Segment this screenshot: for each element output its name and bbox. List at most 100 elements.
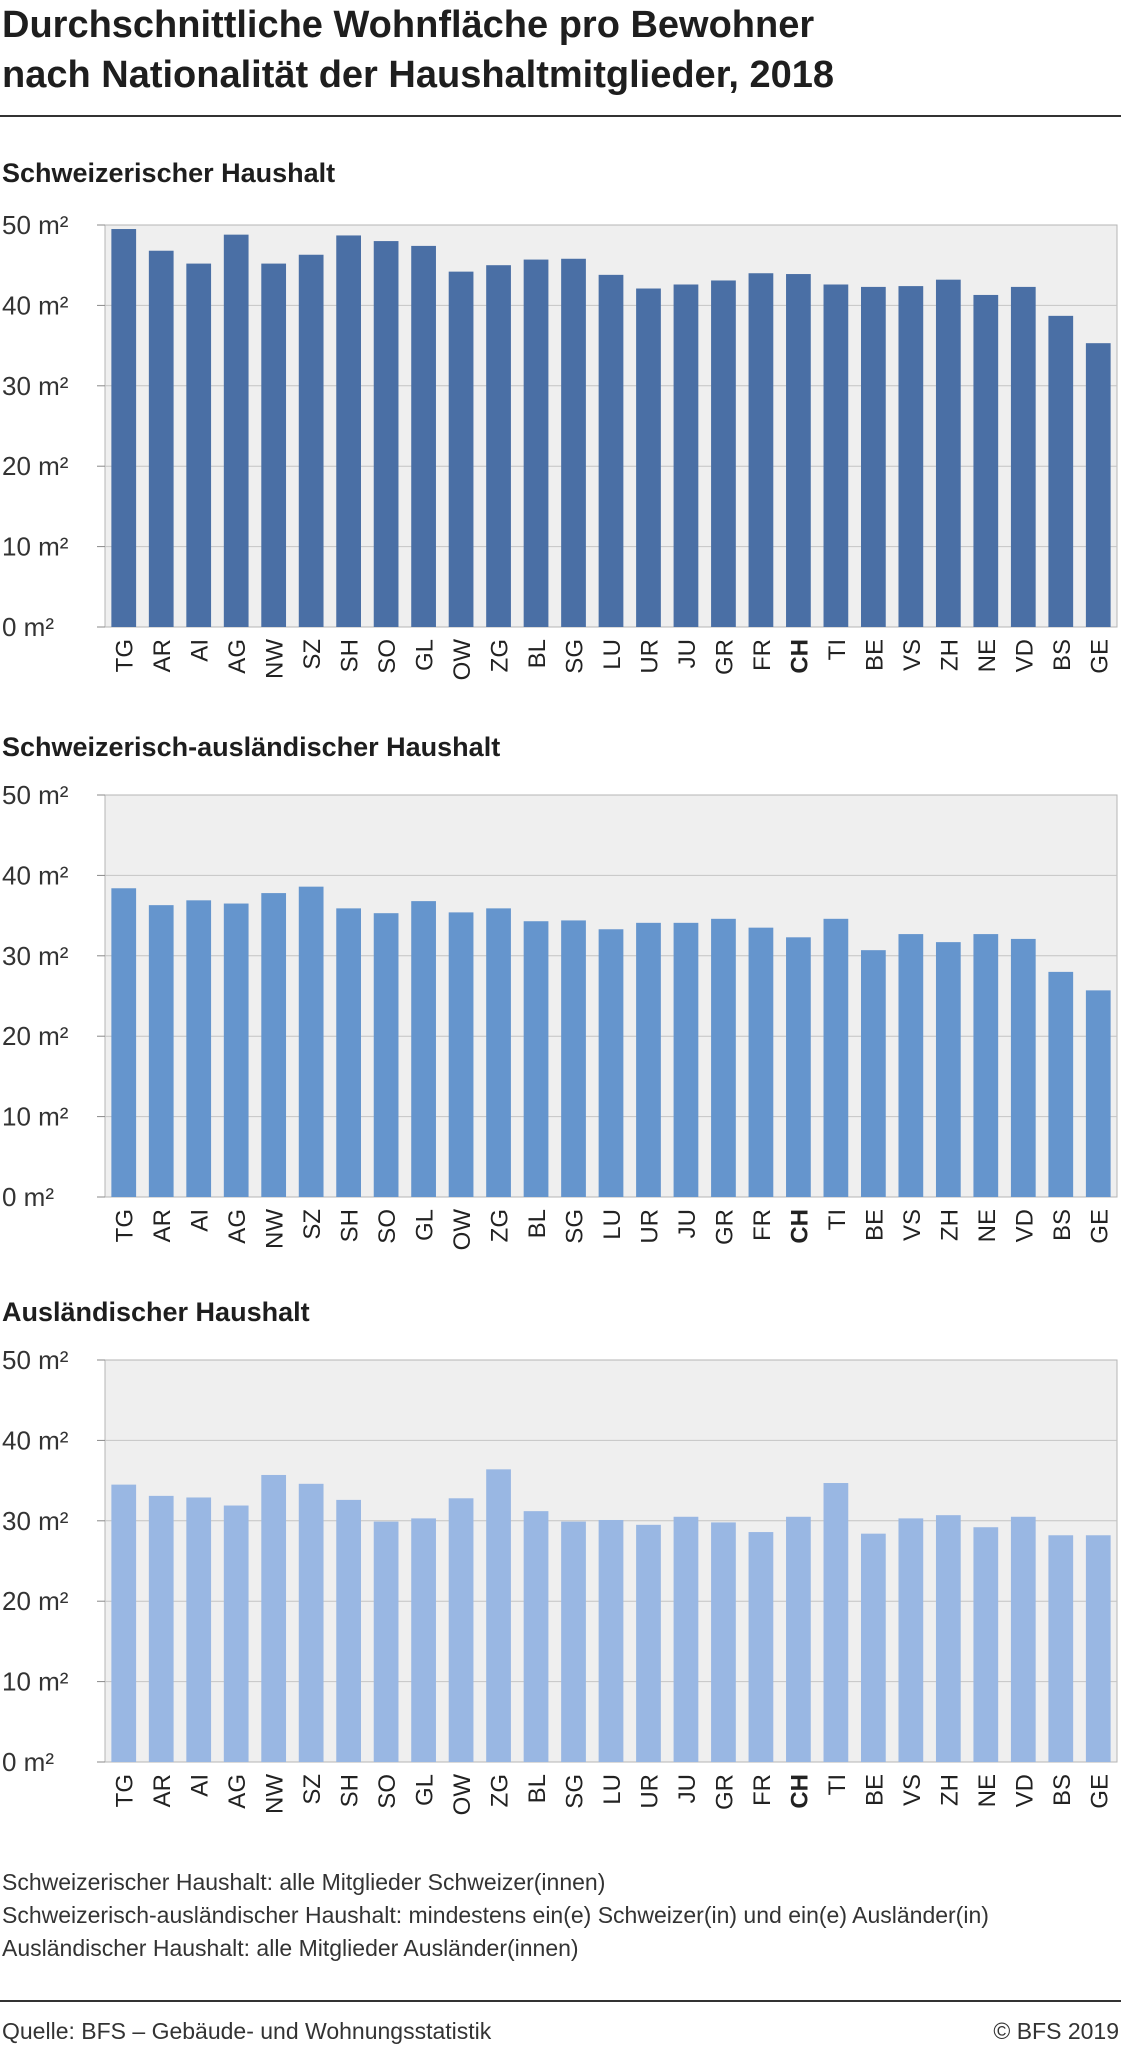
x-tick-label-ge: GE	[1086, 639, 1113, 674]
x-tick-label-gl: GL	[412, 1209, 439, 1241]
bar-vs	[898, 934, 924, 1197]
bar-nw	[261, 1474, 287, 1762]
bar-gl	[411, 901, 436, 1197]
chart-title-line-1: Durchschnittliche Wohnfläche pro Bewohne…	[2, 4, 815, 46]
x-tick-label-fr: FR	[749, 1774, 776, 1806]
y-tick-label: 50 m²	[2, 210, 69, 240]
y-tick-label: 30 m²	[2, 1506, 69, 1536]
bar-ur	[636, 1524, 661, 1762]
x-tick-label-zg: ZG	[487, 1774, 514, 1807]
bar-sz	[298, 254, 324, 628]
bar-bl	[523, 259, 549, 627]
bar-zh	[935, 1515, 961, 1762]
x-tick-label-ge: GE	[1086, 1774, 1113, 1809]
bar-ju	[673, 922, 699, 1197]
x-tick-label-vs: VS	[899, 1209, 926, 1241]
x-tick-label-vs: VS	[899, 1774, 926, 1806]
bar-ju	[673, 1516, 699, 1762]
footnote-1: Schweizerischer Haushalt: alle Mitgliede…	[2, 1869, 606, 1895]
bar-fr	[748, 1532, 774, 1762]
x-tick-label-ch: CH	[786, 1209, 813, 1244]
bar-so	[373, 913, 399, 1197]
y-tick-label: 30 m²	[2, 941, 69, 971]
bar-zh	[935, 942, 961, 1197]
x-tick-label-be: BE	[861, 1774, 888, 1806]
x-tick-label-lu: LU	[599, 1774, 626, 1805]
x-tick-label-ai: AI	[187, 1209, 214, 1232]
x-tick-label-ur: UR	[636, 1774, 663, 1809]
bar-ow	[448, 912, 474, 1197]
bar-tg	[111, 888, 137, 1197]
bar-sz	[298, 1483, 324, 1762]
bar-ne	[973, 1527, 999, 1762]
x-tick-label-ju: JU	[674, 639, 701, 668]
x-tick-label-ag: AG	[224, 1774, 251, 1809]
x-tick-label-nw: NW	[262, 1774, 289, 1814]
panel-title-1: Schweizerischer Haushalt	[2, 158, 336, 188]
bar-so	[373, 1521, 399, 1762]
bar-nw	[261, 893, 287, 1197]
x-tick-label-tg: TG	[112, 1774, 139, 1807]
x-tick-label-gl: GL	[412, 639, 439, 671]
copyright-note: © BFS 2019	[993, 2018, 1119, 2044]
bar-fr	[748, 273, 774, 627]
x-tick-label-be: BE	[861, 1209, 888, 1241]
bar-sh	[336, 235, 361, 627]
x-tick-label-sg: SG	[562, 1209, 589, 1244]
x-tick-label-zh: ZH	[936, 1209, 963, 1241]
bar-gl	[411, 1518, 436, 1762]
bar-nw	[261, 263, 287, 627]
bar-ch	[786, 274, 811, 627]
x-tick-label-bs: BS	[1049, 1774, 1076, 1806]
x-tick-label-ne: NE	[974, 1209, 1001, 1242]
bar-ow	[448, 1498, 474, 1762]
x-tick-label-sg: SG	[562, 639, 589, 674]
bar-ge	[1085, 990, 1111, 1197]
x-tick-label-bl: BL	[524, 1774, 551, 1803]
x-tick-label-tg: TG	[112, 639, 139, 672]
x-tick-label-bs: BS	[1049, 639, 1076, 671]
bar-tg	[111, 229, 137, 627]
x-tick-label-sz: SZ	[299, 1209, 326, 1240]
bar-bl	[523, 1511, 549, 1762]
x-tick-label-ow: OW	[449, 1774, 476, 1816]
x-tick-label-ai: AI	[187, 1774, 214, 1797]
x-tick-label-sh: SH	[337, 1774, 364, 1807]
x-tick-label-ti: TI	[824, 1774, 851, 1795]
x-tick-label-ju: JU	[674, 1209, 701, 1238]
x-tick-label-ch: CH	[786, 639, 813, 674]
footnote-3: Ausländischer Haushalt: alle Mitglieder …	[2, 1935, 579, 1961]
bar-fr	[748, 927, 774, 1197]
y-tick-label: 40 m²	[2, 860, 69, 890]
x-tick-label-nw: NW	[262, 639, 289, 679]
x-tick-label-zh: ZH	[936, 1774, 963, 1806]
bar-sh	[336, 908, 361, 1197]
x-tick-label-gr: GR	[711, 1209, 738, 1245]
x-tick-label-ar: AR	[149, 1209, 176, 1242]
bar-ag	[223, 234, 249, 627]
bar-ti	[823, 1483, 849, 1762]
source-note: Quelle: BFS – Gebäude- und Wohnungsstati…	[2, 2018, 492, 2044]
bar-so	[373, 241, 399, 627]
y-tick-label: 10 m²	[2, 532, 69, 562]
y-tick-label: 30 m²	[2, 371, 69, 401]
title-divider	[0, 115, 1121, 117]
bar-ar	[148, 1495, 174, 1762]
x-tick-label-ge: GE	[1086, 1209, 1113, 1244]
y-tick-label: 50 m²	[2, 780, 69, 810]
x-tick-label-vd: VD	[1011, 1209, 1038, 1242]
bar-ai	[186, 263, 212, 627]
x-tick-label-gr: GR	[711, 1774, 738, 1810]
y-tick-label: 10 m²	[2, 1667, 69, 1697]
x-tick-label-ow: OW	[449, 1209, 476, 1251]
bar-ur	[636, 288, 661, 627]
y-tick-label: 0 m²	[2, 1182, 54, 1212]
x-tick-label-ai: AI	[187, 639, 214, 662]
bar-zh	[935, 279, 961, 627]
x-tick-label-nw: NW	[262, 1209, 289, 1249]
x-tick-label-lu: LU	[599, 639, 626, 670]
x-tick-label-zg: ZG	[487, 1209, 514, 1242]
bar-bl	[523, 921, 549, 1197]
bar-ti	[823, 284, 849, 627]
bar-chart-schweizerisch-auslaendischer-haushalt: 0 m² 10 m² 20 m² 30 m² 40 m² 50 m² TG AR AI AG NW S…	[2, 780, 1118, 1251]
